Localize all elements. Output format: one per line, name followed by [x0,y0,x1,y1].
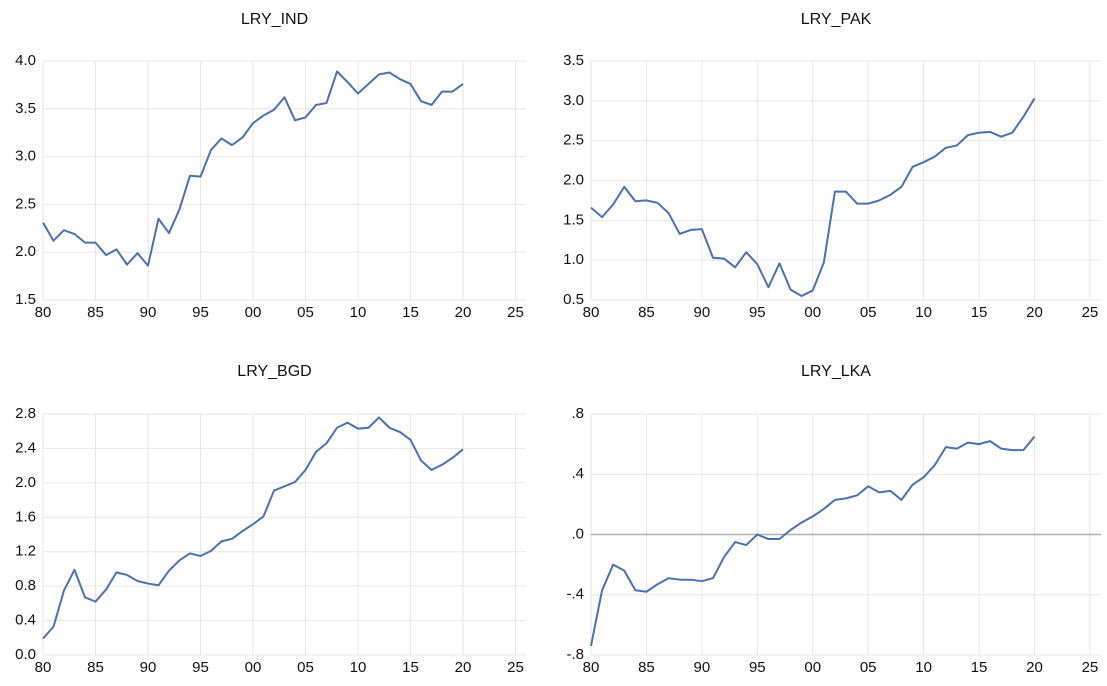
x-tick-label: 80 [583,304,600,321]
y-tick-label: .0 [571,525,584,542]
x-tick-label: 10 [350,659,367,676]
x-tick-label: 95 [192,304,209,321]
x-tick-label: 25 [1082,304,1099,321]
y-tick-label: -.8 [566,646,584,663]
x-tick-label: 25 [507,659,524,676]
x-tick-label: 20 [455,304,472,321]
x-tick-label: 10 [915,659,932,676]
y-tick-label: 0.0 [15,646,36,663]
x-tick-label: 20 [455,659,472,676]
x-tick-label: 15 [971,304,988,321]
x-tick-label: 85 [87,659,104,676]
y-tick-label: -.4 [566,586,584,603]
data-line [42,70,464,267]
y-tick-label: 4.0 [15,52,36,69]
y-tick-label: 2.5 [15,195,36,212]
y-tick-label: 3.0 [563,92,584,109]
x-tick-label: 20 [1026,304,1043,321]
chart-title: LRY_LKA [801,363,871,380]
x-tick-label: 05 [860,304,877,321]
y-tick-label: 2.8 [15,405,36,422]
x-tick-label: 90 [694,304,711,321]
y-tick-label: 2.0 [15,474,36,491]
y-tick-label: 1.5 [15,291,36,308]
y-tick-label: .8 [571,405,584,422]
y-tick-label: 1.6 [15,508,36,525]
x-tick-label: 85 [87,304,104,321]
x-tick-label: 25 [507,304,524,321]
data-line [590,97,1036,298]
x-tick-label: 00 [245,659,262,676]
y-tick-label: 1.2 [15,543,36,560]
y-tick-label: 2.4 [15,439,36,456]
x-tick-label: 15 [971,659,988,676]
x-tick-label: 95 [749,659,766,676]
y-tick-label: 2.5 [563,132,584,149]
x-tick-label: 00 [245,304,262,321]
y-tick-label: .4 [571,465,584,482]
x-tick-label: 00 [804,304,821,321]
x-tick-label: 10 [915,304,932,321]
x-tick-label: 10 [350,304,367,321]
y-tick-label: 1.0 [563,251,584,268]
x-tick-label: 05 [297,304,314,321]
x-tick-label: 80 [35,304,52,321]
x-tick-label: 85 [638,304,655,321]
y-tick-label: 2.0 [15,243,36,260]
x-tick-label: 90 [694,659,711,676]
x-tick-label: 90 [140,304,157,321]
x-tick-label: 25 [1082,659,1099,676]
y-tick-label: 3.5 [15,100,36,117]
x-tick-label: 05 [297,659,314,676]
x-tick-label: 95 [749,304,766,321]
x-tick-label: 95 [192,659,209,676]
chart-title: LRY_PAK [801,11,872,28]
x-tick-label: 05 [860,659,877,676]
x-tick-label: 80 [583,659,600,676]
x-tick-label: 15 [402,304,419,321]
data-line [42,416,464,640]
y-tick-label: 0.8 [15,577,36,594]
x-tick-label: 85 [638,659,655,676]
y-tick-label: 3.0 [15,148,36,165]
chart-title: LRY_IND [241,11,308,28]
y-tick-label: 2.0 [563,171,584,188]
y-tick-label: 3.5 [563,52,584,69]
x-tick-label: 00 [804,659,821,676]
x-tick-label: 80 [35,659,52,676]
y-tick-label: 1.5 [563,211,584,228]
y-tick-label: 0.5 [563,291,584,308]
x-tick-label: 15 [402,659,419,676]
chart-title: LRY_BGD [237,363,311,380]
data-line [590,435,1036,647]
x-tick-label: 20 [1026,659,1043,676]
x-tick-label: 90 [140,659,157,676]
y-tick-label: 0.4 [15,612,36,629]
